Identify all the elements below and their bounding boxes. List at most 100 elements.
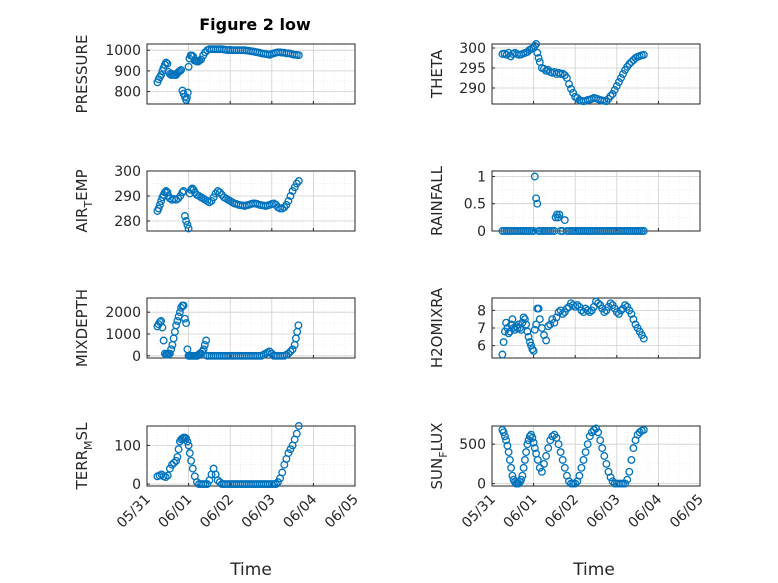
data-point	[159, 336, 168, 345]
data-point	[562, 304, 571, 313]
data-point	[167, 345, 176, 354]
data-point	[183, 220, 192, 229]
data-point	[195, 56, 204, 65]
y-axis-label: RAINFALL	[428, 165, 446, 236]
data-point	[286, 347, 295, 356]
data-point	[581, 448, 590, 457]
data-point	[175, 66, 184, 75]
data-point	[173, 453, 182, 461]
data-point	[184, 224, 193, 233]
data-point	[272, 480, 280, 489]
data-point	[579, 455, 588, 464]
data-point	[163, 471, 172, 480]
data-point	[585, 432, 594, 441]
data-point	[554, 440, 563, 449]
data-point	[606, 299, 615, 308]
x-tick-label: 06/03	[239, 492, 279, 532]
data-point	[544, 444, 553, 453]
data-point	[569, 88, 578, 97]
data-point	[533, 199, 542, 208]
data-point	[165, 464, 174, 473]
y-tick-label: 1000	[105, 43, 141, 59]
y-tick-label: 290	[459, 81, 486, 97]
x-tick-label: 06/05	[667, 492, 707, 532]
data-point	[200, 340, 209, 349]
data-point	[162, 58, 171, 67]
y-tick-label: 300	[114, 164, 141, 180]
x-tick-label: 06/01	[501, 492, 541, 532]
data-point	[528, 345, 537, 354]
x-tick-label: 06/04	[625, 491, 665, 531]
data-point	[528, 433, 537, 442]
data-point	[502, 318, 511, 327]
y-tick-label: 900	[114, 64, 141, 80]
data-point	[165, 349, 174, 358]
data-point	[614, 78, 623, 86]
data-point	[534, 54, 543, 62]
data-point	[555, 210, 564, 219]
data-point	[532, 194, 541, 203]
data-point	[519, 313, 528, 322]
x-tick-label: 06/05	[322, 492, 362, 532]
data-point	[199, 345, 208, 354]
data-point	[504, 448, 513, 457]
y-tick-label: 295	[459, 61, 486, 77]
y-tick-label: 8	[477, 303, 486, 319]
data-point	[548, 432, 557, 441]
data-point	[583, 440, 592, 449]
subplot-8: 0 500 05/31 06/01 06/02 06/03 06/04 06/05 SUNFLU…	[428, 423, 707, 532]
data-point	[633, 430, 642, 439]
data-point	[499, 338, 508, 347]
data-point	[513, 324, 522, 332]
x-tick-label: 06/02	[542, 492, 582, 532]
y-tick-label: 0	[132, 349, 141, 365]
data-point	[499, 428, 508, 437]
data-point	[558, 455, 567, 464]
data-point	[592, 424, 600, 433]
y-axis-label: THETA	[428, 49, 446, 99]
y-tick-label: 2000	[105, 305, 141, 321]
data-point	[170, 458, 178, 467]
subplot-1: 800 900 1000 PRESSURE	[73, 35, 356, 113]
data-point	[154, 204, 163, 213]
data-point	[187, 456, 196, 465]
data-point	[189, 52, 198, 61]
y-tick-label: 1000	[105, 327, 141, 343]
data-point	[627, 455, 636, 464]
data-point	[534, 304, 543, 313]
x-axis-label-left: Time	[229, 560, 272, 580]
subplot-5: 0 1000 2000 MIXDEPTH	[73, 289, 356, 367]
data-point	[600, 452, 609, 460]
data-point	[202, 336, 211, 345]
y-tick-label: 100	[114, 438, 141, 454]
data-point	[177, 65, 186, 74]
data-point	[188, 464, 197, 473]
data-point	[556, 448, 565, 457]
data-point	[533, 48, 542, 57]
data-point	[600, 308, 609, 317]
x-axis-label-right: Time	[572, 560, 615, 580]
data-point	[589, 425, 598, 434]
data-point	[596, 436, 605, 445]
figure-title: Figure 2 low	[199, 15, 311, 34]
subplot-7: 0 100 05/31 06/01 06/02 06/03 06/04 06/05 TERRMS…	[73, 422, 362, 531]
x-tick-label: 06/04	[280, 491, 320, 531]
data-point	[502, 436, 511, 445]
data-point	[558, 309, 567, 318]
x-tick-label: 06/03	[584, 492, 624, 532]
data-point	[284, 197, 293, 205]
data-point	[560, 463, 569, 472]
data-point	[610, 86, 619, 94]
data-point	[213, 476, 222, 485]
subplot-4: 0 0.5 1 RAINFALL	[428, 165, 701, 240]
data-point	[278, 468, 287, 477]
data-point	[174, 445, 183, 454]
data-point	[161, 473, 170, 482]
data-point	[608, 90, 617, 98]
data-point	[163, 59, 172, 68]
data-point	[558, 69, 567, 78]
data-point	[517, 475, 526, 484]
data-point	[294, 177, 303, 185]
data-point	[533, 455, 542, 464]
